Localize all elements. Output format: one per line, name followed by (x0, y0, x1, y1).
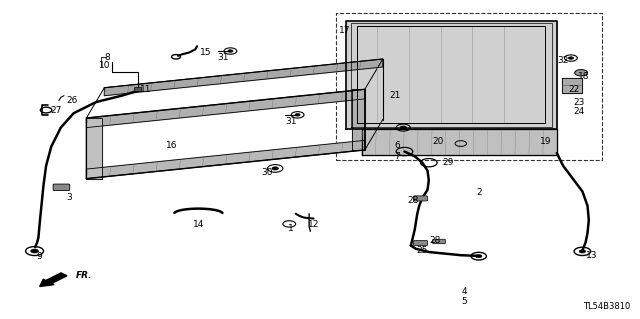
Text: 8: 8 (105, 53, 110, 62)
Text: 17: 17 (339, 26, 350, 35)
Circle shape (568, 57, 573, 59)
Polygon shape (562, 78, 582, 93)
Text: 3: 3 (67, 193, 72, 202)
Text: 29: 29 (442, 158, 454, 167)
Text: 5: 5 (462, 297, 467, 306)
Text: 12: 12 (308, 220, 319, 229)
Text: 32: 32 (557, 56, 569, 65)
FancyBboxPatch shape (413, 196, 428, 201)
Text: 15: 15 (200, 48, 212, 57)
Text: 23: 23 (573, 98, 585, 107)
Text: 16: 16 (166, 141, 177, 150)
Text: 31: 31 (217, 53, 228, 62)
Text: 18: 18 (578, 72, 589, 81)
Text: 30: 30 (262, 168, 273, 177)
Circle shape (579, 250, 586, 253)
Text: 24: 24 (573, 107, 585, 116)
Polygon shape (352, 89, 365, 150)
Text: FR.: FR. (76, 271, 92, 280)
Text: 1: 1 (289, 224, 294, 233)
Text: TL54B3810: TL54B3810 (583, 302, 630, 311)
Text: 21: 21 (389, 91, 401, 100)
Circle shape (575, 70, 588, 76)
Polygon shape (362, 129, 557, 155)
Circle shape (295, 114, 300, 116)
Bar (134, 87, 141, 91)
Circle shape (476, 255, 482, 258)
Polygon shape (104, 59, 383, 96)
FancyBboxPatch shape (413, 241, 428, 246)
Text: 27: 27 (51, 106, 62, 115)
Text: 28: 28 (407, 197, 419, 205)
Text: 14: 14 (193, 220, 204, 229)
Text: 11: 11 (140, 85, 152, 94)
Text: 13: 13 (586, 251, 598, 260)
Text: 26: 26 (66, 96, 77, 105)
Polygon shape (86, 89, 365, 128)
Circle shape (400, 126, 406, 129)
Text: 9: 9 (37, 252, 42, 261)
Text: 28: 28 (429, 236, 441, 245)
Text: 20: 20 (432, 137, 444, 146)
FancyBboxPatch shape (53, 184, 70, 190)
FancyArrow shape (40, 273, 67, 286)
Text: 31: 31 (285, 117, 297, 126)
Text: 19: 19 (540, 137, 551, 146)
Polygon shape (86, 140, 365, 179)
Text: 7: 7 (394, 152, 399, 161)
Polygon shape (346, 21, 557, 129)
Text: 6: 6 (394, 141, 399, 150)
Text: 10: 10 (99, 61, 110, 70)
Circle shape (272, 167, 278, 170)
Polygon shape (86, 118, 102, 179)
Text: 25: 25 (417, 246, 428, 255)
Text: 4: 4 (462, 287, 467, 296)
Text: 2: 2 (476, 189, 481, 197)
Circle shape (31, 249, 38, 253)
Circle shape (228, 50, 233, 52)
Text: 22: 22 (568, 85, 580, 94)
FancyBboxPatch shape (433, 239, 445, 244)
